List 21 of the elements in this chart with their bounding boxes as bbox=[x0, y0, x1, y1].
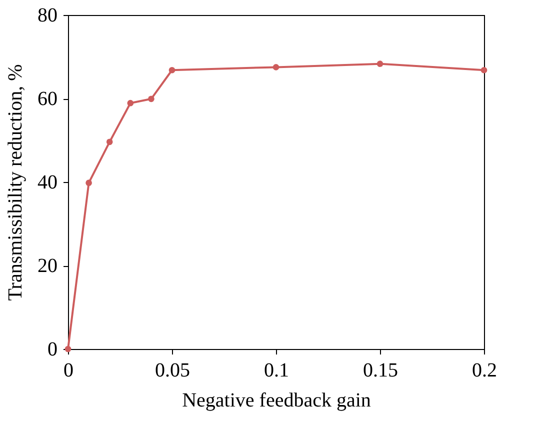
x-tick-label: 0.2 bbox=[472, 360, 497, 382]
point bbox=[376, 60, 384, 68]
x-axis-title: Negative feedback gain bbox=[182, 390, 371, 412]
point bbox=[106, 138, 113, 146]
point bbox=[64, 346, 72, 352]
point bbox=[127, 100, 134, 106]
y-axis-title: Transmissibility reduction, % bbox=[4, 64, 26, 301]
point bbox=[272, 64, 280, 70]
x-tick-label: 0.05 bbox=[155, 360, 190, 382]
point bbox=[480, 66, 488, 74]
x-tick-label: 0.15 bbox=[363, 360, 398, 382]
point bbox=[168, 66, 176, 74]
point bbox=[86, 180, 92, 186]
y-tick-label: 80 bbox=[38, 4, 58, 26]
y-tick-label: 0 bbox=[48, 338, 58, 360]
y-tick-label: 40 bbox=[38, 172, 58, 194]
point bbox=[148, 96, 154, 102]
x-tick-label: 0 bbox=[64, 360, 74, 382]
y-tick-label: 60 bbox=[38, 88, 58, 110]
y-tick-label: 20 bbox=[38, 255, 58, 277]
x-tick-label: 0.1 bbox=[264, 360, 289, 382]
